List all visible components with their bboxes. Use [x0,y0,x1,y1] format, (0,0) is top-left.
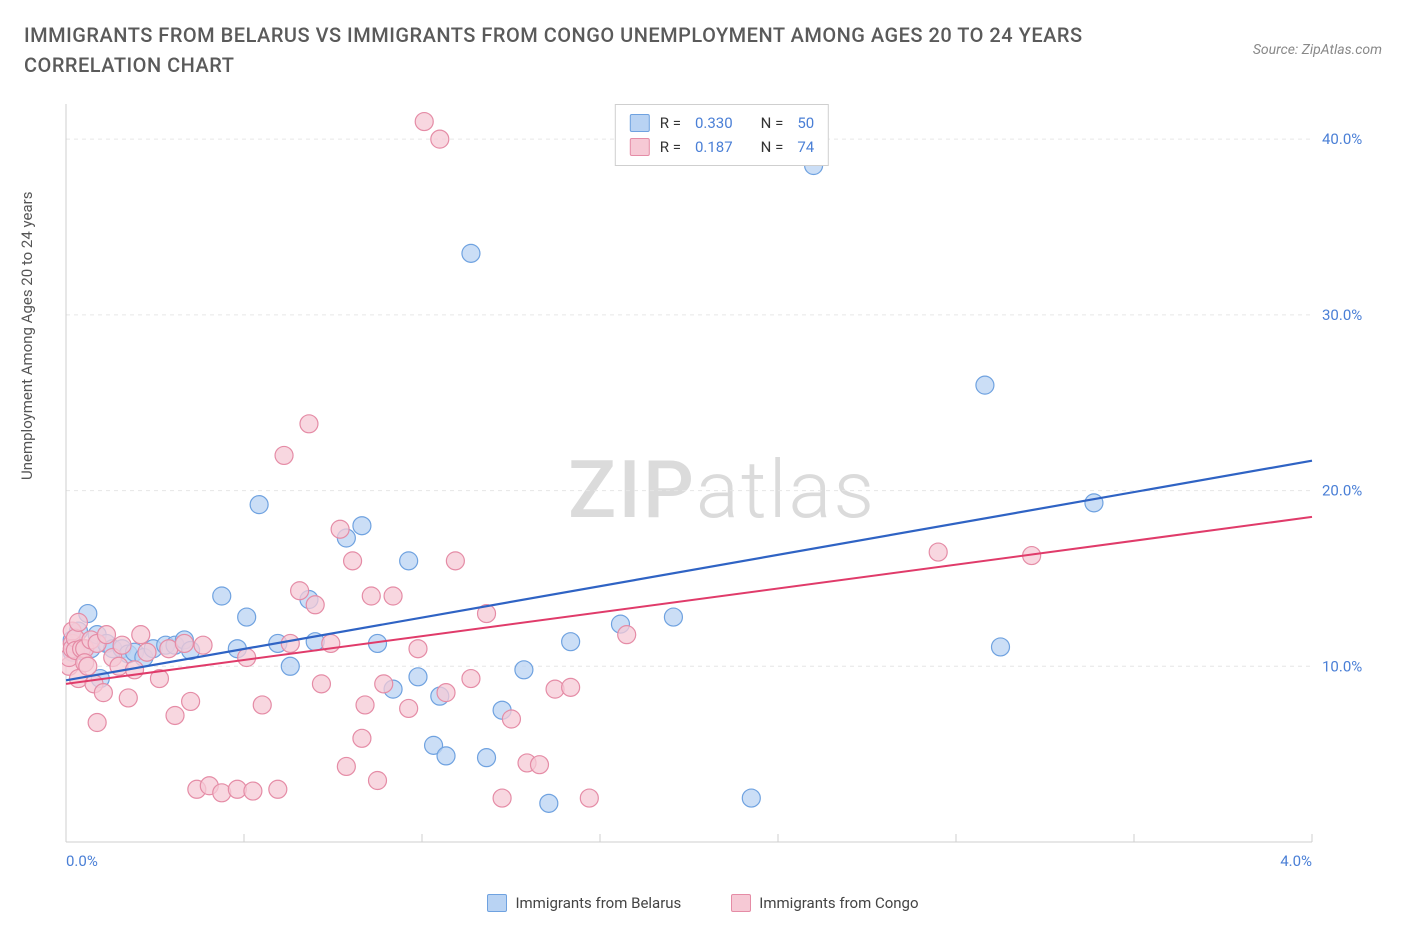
data-point [275,446,293,464]
data-point [540,794,558,812]
legend-swatch-icon [731,894,751,912]
y-axis-label: Unemployment Among Ages 20 to 24 years [18,192,36,480]
data-point [175,634,193,652]
data-point [79,657,97,675]
legend-swatch-icon [630,114,650,132]
data-point [562,678,580,696]
source-label: Source: ZipAtlas.com [1253,20,1382,58]
data-point [97,626,115,644]
data-point [269,780,287,798]
data-point [515,661,533,679]
legend-n-label: N = [761,135,784,159]
data-point [409,668,427,686]
chart-area: ZIPatlas 10.0%20.0%30.0%40.0%0.0%4.0% R … [62,100,1382,880]
data-point [742,789,760,807]
data-point [462,244,480,262]
data-point [353,729,371,747]
data-point [331,520,349,538]
data-point [362,587,380,605]
data-point [250,496,268,514]
data-point [446,552,464,570]
data-point [415,113,433,131]
data-point [437,747,455,765]
series-legend-label: Immigrants from Belarus [515,894,681,912]
data-point [384,587,402,605]
data-point [238,608,256,626]
data-point [580,789,598,807]
data-point [400,699,418,717]
data-point [113,636,131,654]
data-point [291,582,309,600]
series-legend-item: Immigrants from Belarus [487,894,681,912]
data-point [664,608,682,626]
data-point [244,782,262,800]
legend-stats-box: R = 0.330 N = 50 R = 0.187 N = 74 [615,104,829,166]
trend-line [66,517,1312,684]
legend-r-label: R = [660,111,681,135]
legend-n-label: N = [761,111,784,135]
data-point [437,684,455,702]
data-point [300,415,318,433]
legend-stat-row: R = 0.330 N = 50 [630,111,814,135]
data-point [281,634,299,652]
data-point [431,130,449,148]
data-point [409,640,427,658]
data-point [337,757,355,775]
data-point [618,626,636,644]
y-tick-label: 40.0% [1322,130,1362,148]
chart-title: IMMIGRANTS FROM BELARUS VS IMMIGRANTS FR… [24,20,1124,80]
data-point [69,613,87,631]
data-point [119,689,137,707]
data-point [976,376,994,394]
data-point [1085,494,1103,512]
x-tick-label: 4.0% [1280,852,1312,870]
legend-r-label: R = [660,135,681,159]
legend-swatch-icon [487,894,507,912]
data-point [138,643,156,661]
data-point [353,517,371,535]
data-point [213,784,231,802]
series-legend-item: Immigrants from Congo [731,894,918,912]
data-point [166,706,184,724]
data-point [88,714,106,732]
data-point [493,789,511,807]
data-point [182,692,200,710]
scatter-plot: 10.0% 20.0% 30.0% 40.0% 0.0% 4.0% [62,100,1382,880]
data-point [344,552,362,570]
data-point [478,749,496,767]
legend-stat-row: R = 0.187 N = 74 [630,135,814,159]
data-point [992,638,1010,656]
data-point [400,552,418,570]
data-point [306,596,324,614]
legend-n-value: 74 [797,135,814,159]
data-point [253,696,271,714]
data-point [312,675,330,693]
data-point [530,756,548,774]
trend-line [66,461,1312,681]
legend-r-value: 0.187 [695,135,733,159]
data-point [375,675,393,693]
legend-r-value: 0.330 [695,111,733,135]
data-point [94,684,112,702]
data-point [562,633,580,651]
data-point [194,636,212,654]
bottom-legend: Immigrants from Belarus Immigrants from C… [0,894,1406,912]
data-point [213,587,231,605]
y-tick-label: 10.0% [1322,657,1362,675]
data-point [462,670,480,688]
data-point [929,543,947,561]
data-point [356,696,374,714]
header-row: IMMIGRANTS FROM BELARUS VS IMMIGRANTS FR… [0,0,1406,80]
data-point [502,710,520,728]
legend-n-value: 50 [797,111,814,135]
data-point [238,649,256,667]
series-legend-label: Immigrants from Congo [759,894,918,912]
data-point [369,772,387,790]
x-tick-label: 0.0% [66,852,98,870]
y-tick-label: 30.0% [1322,306,1362,324]
legend-swatch-icon [630,138,650,156]
data-point [281,657,299,675]
y-tick-label: 20.0% [1322,482,1362,500]
data-point [132,626,150,644]
